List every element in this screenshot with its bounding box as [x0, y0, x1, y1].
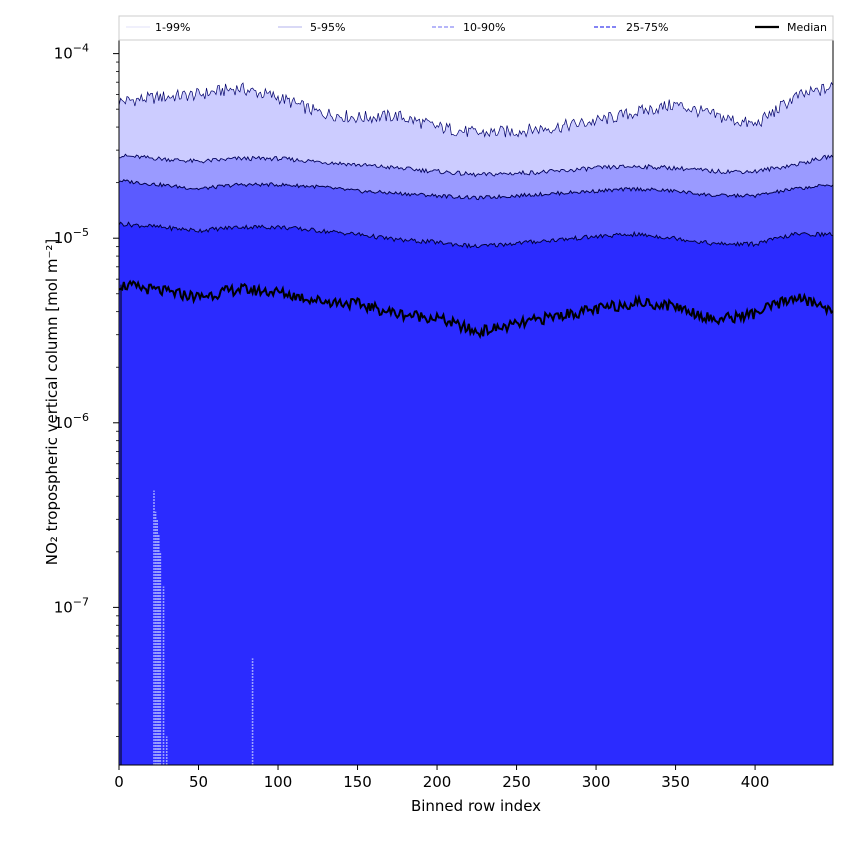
legend-label: Median	[787, 21, 827, 34]
x-tick-label: 400	[741, 773, 770, 791]
legend-label: 5-95%	[310, 21, 345, 34]
x-tick-label: 250	[502, 773, 531, 791]
x-tick-label: 50	[189, 773, 208, 791]
x-tick-label: 200	[423, 773, 452, 791]
plot-area	[118, 39, 834, 766]
median-layer	[118, 279, 834, 340]
band-inner	[119, 222, 833, 766]
line-p75	[118, 179, 834, 201]
legend: 1-99% 5-95% 10-90% 25-75% Median	[118, 15, 834, 41]
line-p90	[118, 153, 834, 178]
legend-box	[118, 15, 834, 41]
x-tick-label: 0	[114, 773, 124, 791]
y-axis-label: NO₂ tropospheric vertical column [mol m⁻…	[43, 239, 61, 565]
median-line	[118, 279, 834, 340]
x-tick-label: 100	[264, 773, 293, 791]
y-tick-exponent: −4	[73, 42, 89, 55]
legend-label: 1-99%	[155, 21, 190, 34]
y-tick-exponent: −6	[73, 411, 89, 424]
x-tick-label: 150	[343, 773, 372, 791]
line-p95	[118, 81, 834, 138]
legend-label: 25-75%	[626, 21, 668, 34]
x-tick-label: 300	[582, 773, 611, 791]
x-axis-label: Binned row index	[411, 797, 541, 815]
x-tick-label: 350	[661, 773, 690, 791]
y-tick-exponent: −7	[73, 595, 89, 608]
legend-label: 10-90%	[463, 21, 505, 34]
y-tick-label: 10−7	[54, 595, 89, 616]
y-tick-label: 10−4	[54, 42, 89, 63]
x-axis: 0 50 100 150 200 250 300 350 400	[114, 765, 769, 791]
y-axis: 10−710−610−510−4	[54, 42, 119, 737]
y-tick-exponent: −5	[73, 226, 89, 239]
line-p50	[118, 221, 834, 249]
